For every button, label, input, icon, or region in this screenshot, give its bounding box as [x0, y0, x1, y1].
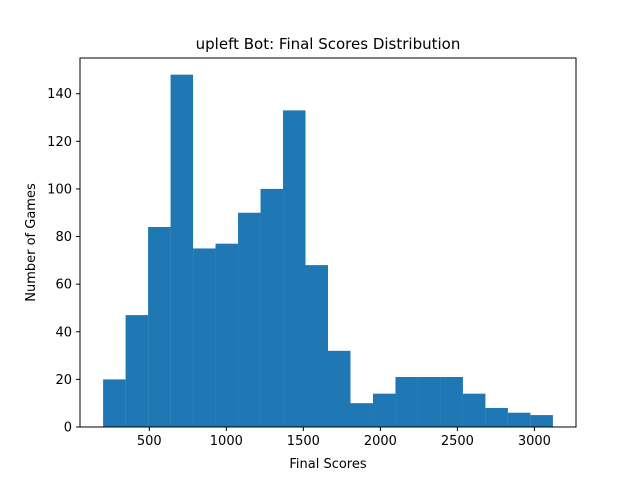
histogram-bars — [103, 74, 553, 427]
y-axis-ticks: 0 20 40 60 80 100 120 140 — [47, 87, 80, 436]
histogram-bar-3 — [170, 74, 194, 427]
y-tick-label: 100 — [47, 182, 72, 197]
histogram-bar-11 — [350, 403, 373, 427]
x-tick-label: 3000 — [518, 434, 551, 449]
y-axis-label: Number of Games — [24, 183, 39, 302]
histogram-bar-2 — [148, 227, 171, 427]
y-tick-label: 40 — [55, 325, 72, 340]
y-tick-label: 140 — [47, 87, 72, 102]
x-tick-label: 2000 — [364, 434, 397, 449]
y-tick-label: 20 — [55, 373, 72, 388]
x-tick-label: 1500 — [287, 434, 320, 449]
y-tick-label: 80 — [55, 230, 72, 245]
histogram-bar-16 — [462, 393, 486, 427]
x-axis-ticks: 500 1000 1500 2000 2500 3000 — [137, 427, 551, 449]
x-tick-label: 2500 — [441, 434, 474, 449]
chart-title: upleft Bot: Final Scores Distribution — [196, 35, 461, 53]
y-tick-label: 120 — [47, 135, 72, 150]
plot-area-frame — [79, 57, 577, 428]
x-tick-label: 1000 — [210, 434, 243, 449]
histogram-bar-12 — [372, 393, 396, 427]
histogram-bar-4 — [193, 248, 216, 427]
histogram-bar-9 — [305, 265, 328, 427]
x-axis-label: Final Scores — [289, 457, 367, 472]
histogram-bar-14 — [417, 377, 441, 427]
histogram-bar-10 — [328, 350, 351, 427]
histogram-bar-18 — [507, 412, 531, 427]
histogram-bar-13 — [395, 377, 418, 427]
histogram-bar-8 — [283, 110, 306, 427]
y-tick-label: 60 — [55, 278, 72, 293]
histogram-bar-17 — [485, 407, 508, 427]
x-tick-label: 500 — [137, 434, 162, 449]
histogram-bar-6 — [238, 212, 261, 427]
histogram-bar-15 — [440, 377, 463, 427]
y-tick-label: 0 — [64, 421, 72, 436]
histogram-bar-0 — [103, 379, 126, 427]
histogram-bar-5 — [215, 243, 239, 427]
histogram-bar-7 — [260, 188, 284, 427]
histogram-bar-19 — [530, 415, 553, 427]
histogram-bar-1 — [125, 315, 149, 427]
